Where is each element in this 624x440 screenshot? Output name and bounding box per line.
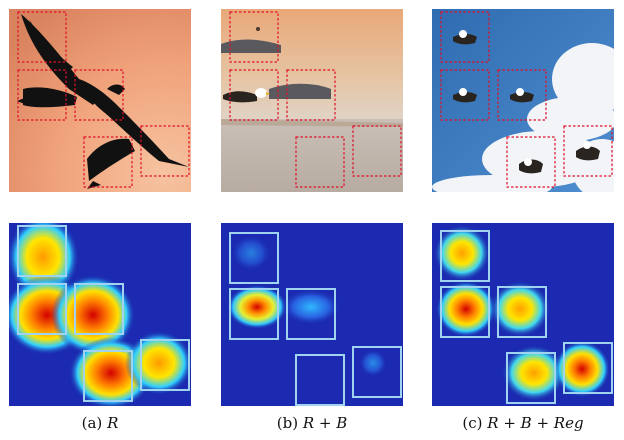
caption-b-math: R + B	[302, 414, 348, 432]
distant-bird	[256, 27, 260, 31]
caption-c-label: (c)	[462, 414, 483, 432]
panel-c-image-svg	[432, 9, 614, 192]
panel-a-image-svg	[9, 9, 191, 192]
heat-boxes-b	[229, 232, 402, 406]
caption-b: (b) R + B	[221, 414, 403, 432]
proposal-boxes-a	[17, 11, 190, 188]
panel-a-heatmap	[9, 223, 191, 406]
panel-c-image	[432, 9, 614, 192]
panel-b-image-svg	[221, 9, 403, 192]
sky	[221, 9, 403, 119]
caption-a-label: (a)	[81, 414, 103, 432]
eagles-c	[453, 30, 600, 174]
heat-blobs-b	[227, 235, 387, 377]
eagle-silhouette	[17, 14, 189, 189]
caption-c-math: R + B + Reg	[487, 414, 584, 432]
panel-a-image	[9, 9, 191, 192]
caption-b-label: (b)	[276, 414, 299, 432]
dark-cloud-1	[221, 39, 281, 53]
clouds	[432, 43, 614, 192]
panel-b-heatmap-svg	[221, 223, 403, 406]
panel-c-heatmap-svg	[432, 223, 614, 406]
caption-a: (a) R	[9, 414, 191, 432]
dark-cloud-2	[269, 83, 331, 99]
heat-boxes-c	[440, 230, 613, 404]
proposal-boxes-b	[229, 11, 402, 188]
panel-b-image	[221, 9, 403, 192]
panel-b-heatmap	[221, 223, 403, 406]
caption-c: (c) R + B + Reg	[432, 414, 614, 432]
eagle-b	[223, 88, 270, 103]
panel-c-heatmap	[432, 223, 614, 406]
sea	[221, 119, 403, 192]
caption-a-math: R	[107, 414, 119, 432]
horizon-line	[221, 119, 403, 127]
heat-blobs-c	[434, 225, 610, 401]
heat-boxes-a	[17, 225, 190, 402]
panel-a-heatmap-svg	[9, 223, 191, 406]
proposal-boxes-c	[440, 11, 613, 188]
